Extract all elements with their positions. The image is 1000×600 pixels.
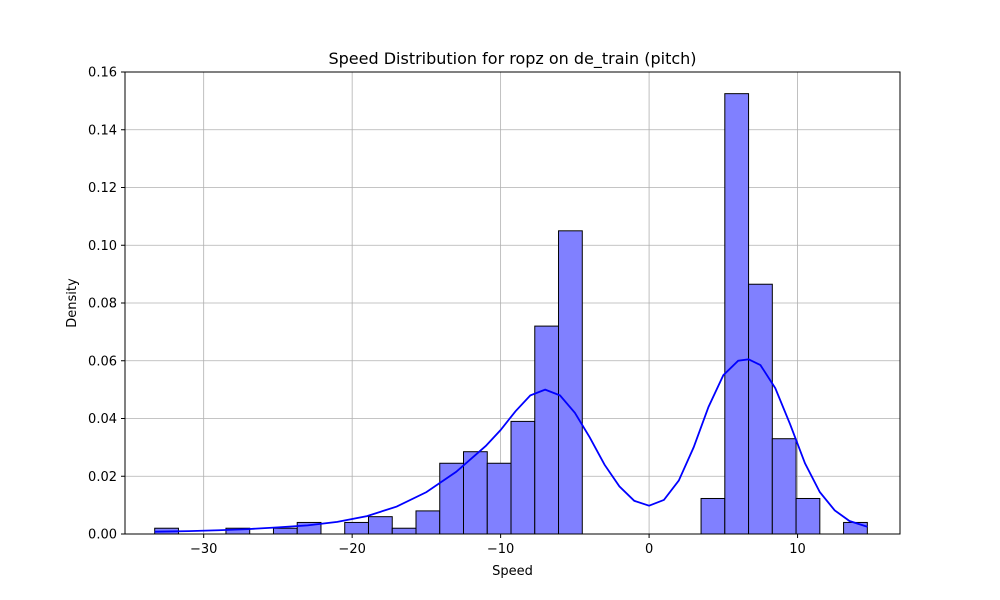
x-tick-label-3: 0	[645, 542, 653, 557]
histogram-bar-21	[772, 439, 796, 534]
x-tick-label-4: 10	[789, 542, 806, 557]
histogram-bar-10	[392, 528, 416, 534]
x-tick-label-1: −20	[338, 542, 365, 557]
y-tick-label-0: 0.00	[88, 528, 117, 543]
histogram-bar-19	[725, 94, 749, 534]
histogram-bar-8	[345, 522, 369, 534]
histogram-bar-9	[368, 517, 392, 534]
histogram-bar-18	[701, 498, 725, 534]
x-tick-label-2: −10	[487, 542, 514, 557]
histogram-bar-17	[559, 231, 583, 534]
histogram-bar-15	[511, 421, 535, 534]
y-tick-label-7: 0.14	[88, 123, 117, 138]
x-axis-label: Speed	[492, 564, 533, 579]
histogram-bar-23	[844, 522, 868, 534]
y-tick-label-8: 0.16	[88, 66, 117, 81]
histogram-bar-20	[749, 284, 773, 534]
histogram-bar-14	[487, 463, 511, 534]
histogram-bar-22	[796, 498, 820, 534]
histogram-bar-11	[416, 511, 440, 534]
y-axis-label: Density	[65, 278, 80, 328]
y-tick-label-2: 0.04	[88, 412, 117, 427]
y-tick-label-3: 0.06	[88, 354, 117, 369]
y-tick-label-5: 0.10	[88, 239, 117, 254]
y-tick-label-1: 0.02	[88, 470, 117, 485]
chart-title: Speed Distribution for ropz on de_train …	[328, 49, 696, 69]
histogram-bar-16	[535, 326, 559, 534]
x-tick-label-0: −30	[190, 542, 217, 557]
histogram-bar-13	[464, 452, 488, 534]
histogram-bar-5	[273, 528, 297, 534]
y-tick-label-6: 0.12	[88, 181, 117, 196]
y-tick-label-4: 0.08	[88, 297, 117, 312]
